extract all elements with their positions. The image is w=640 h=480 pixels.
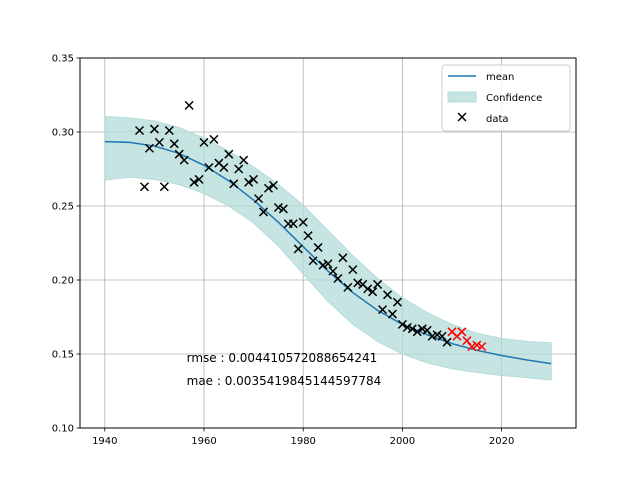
data-point [363,284,373,294]
data-point [204,162,214,173]
data-point [353,278,363,288]
data-point [432,330,442,340]
plot-frame [79,57,577,429]
legend-data-swatch [457,112,467,122]
data-point [179,155,189,165]
y-tick-label: 0.35 [52,54,74,65]
data-point [427,331,437,341]
data-point [239,155,249,165]
data-points-layer [134,100,487,352]
confidence-band [104,115,552,381]
data-point [258,207,269,217]
x-tick-label: 1940 [92,436,117,447]
data-point [149,124,159,134]
data-point [378,305,388,315]
data-point [407,324,417,334]
data-point [159,182,169,192]
data-point [313,242,323,252]
data-point [373,279,383,289]
highlight-data-point [467,342,477,352]
legend-box [441,64,571,132]
data-point [293,244,303,254]
data-point [333,273,343,284]
data-point [219,162,229,173]
data-point [417,324,427,334]
data-point [308,256,318,266]
data-point [328,266,338,276]
y-tick-label: 0.15 [52,350,74,361]
data-point [164,125,174,136]
data-point [402,322,412,332]
data-point [139,182,150,192]
data-point [412,327,422,337]
data-point [234,164,244,174]
data-point [273,202,283,213]
data-point [254,194,264,204]
data-point [154,137,164,147]
rmse-annotation: rmse : 0.004410572088654241 [187,351,378,365]
data-point [392,297,402,307]
x-tick-label: 2000 [390,436,415,447]
data-point [134,125,145,136]
legend-confidence-swatch [447,91,477,103]
data-point [144,143,154,153]
annotations: rmse : 0.004410572088654241 mae : 0.0035… [187,351,382,388]
legend-mean-label: mean [486,72,514,83]
data-point [387,309,398,319]
data-point [368,287,378,297]
data-point [298,217,308,227]
data-point [244,177,254,187]
highlight-data-point [472,340,482,350]
axes: 1940 1960 1980 2000 2020 0.10 0.15 0.20 0.25 0.30… [52,54,515,448]
x-tick-label: 2020 [489,436,514,447]
confidence-band-layer [104,115,552,381]
data-point [199,137,209,147]
data-point [263,183,274,193]
data-point [278,204,288,214]
data-point [338,253,348,263]
data-point [249,174,259,184]
x-tick-label: 1960 [191,436,216,447]
data-point [382,290,393,300]
y-tick-label: 0.10 [52,424,74,435]
data-point [397,319,407,329]
data-point [169,139,179,149]
y-tick-label: 0.30 [52,128,74,139]
highlight-data-point [477,342,487,352]
data-point [323,259,333,269]
data-point [229,179,239,189]
data-point [184,100,194,110]
legend: mean Confidence data [441,64,571,132]
mae-annotation: mae : 0.0035419845144597784 [187,374,382,388]
x-tick-label: 1980 [290,436,315,447]
y-tick-label: 0.20 [52,276,74,287]
data-point [303,231,313,241]
legend-confidence-label: Confidence [486,93,542,104]
data-point [288,219,298,229]
data-point [442,337,452,347]
y-tick-label: 0.25 [52,202,74,213]
data-point [209,134,219,144]
data-point [343,282,353,292]
data-point [189,177,199,187]
data-point [224,149,234,159]
highlight-data-point [457,327,467,337]
data-point [194,174,204,184]
data-point [318,260,328,270]
legend-data-label: data [486,114,509,125]
data-point [348,265,358,275]
data-point [268,180,278,190]
